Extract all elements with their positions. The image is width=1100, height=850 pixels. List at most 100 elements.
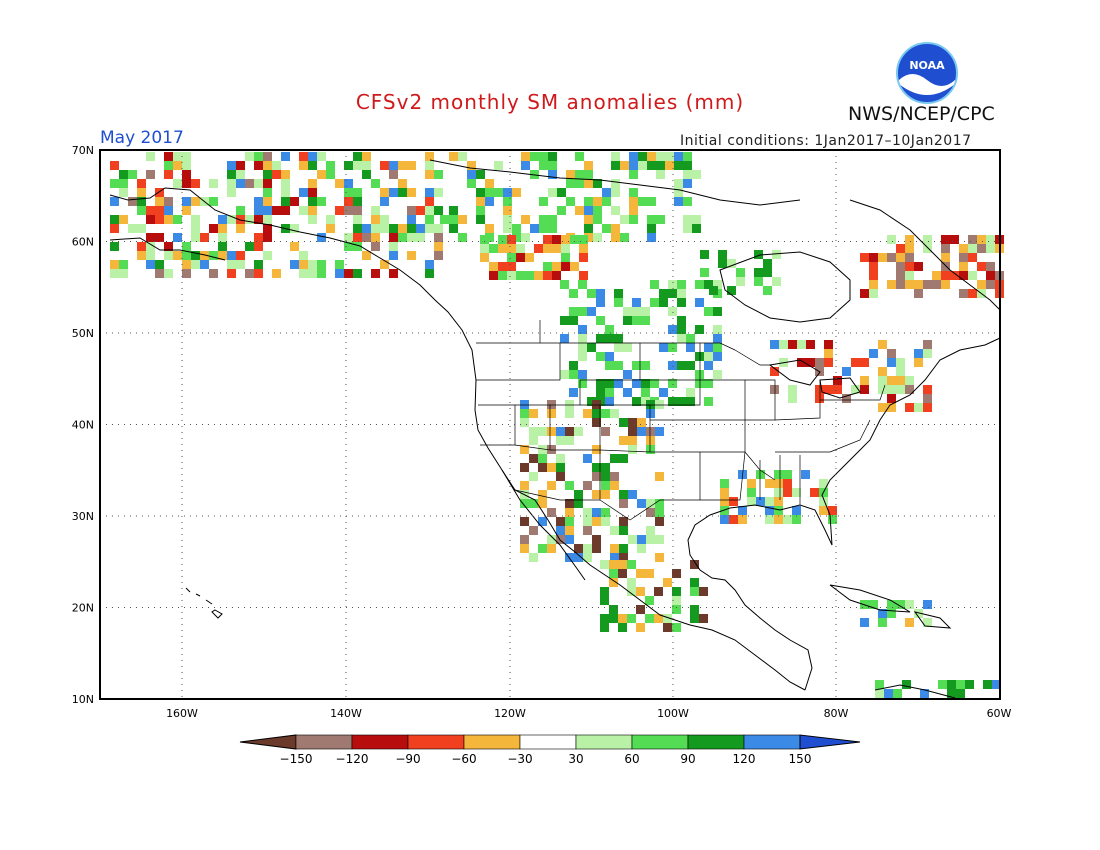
anomaly-cell [593, 206, 602, 215]
anomaly-cell [575, 179, 584, 188]
anomaly-cell [552, 271, 561, 280]
anomaly-cell [763, 286, 772, 295]
anomaly-cell [128, 224, 137, 233]
anomaly-cell [668, 343, 677, 352]
anomaly-cell [299, 251, 308, 260]
anomaly-cell [494, 161, 503, 170]
anomaly-cell [164, 242, 173, 251]
anomaly-cell [353, 188, 362, 197]
colorbar-swatch [631, 734, 689, 750]
anomaly-cell [605, 361, 614, 370]
anomaly-cell [905, 262, 914, 271]
anomaly-cell [587, 397, 596, 406]
anomaly-cell [824, 385, 833, 394]
anomaly-cell [646, 445, 655, 454]
anomaly-cell [869, 280, 878, 289]
anomaly-cell [592, 418, 601, 427]
anomaly-cell [584, 179, 593, 188]
map-frame [99, 149, 1001, 700]
anomaly-cell [605, 379, 614, 388]
latitude-labels: 70N 60N 50N 40N 30N 20N 10N [72, 144, 94, 706]
anomaly-cell [632, 379, 641, 388]
anomaly-cell [209, 224, 218, 233]
anomaly-cell [677, 289, 686, 298]
anomaly-cell [569, 370, 578, 379]
anomaly-cell [713, 352, 722, 361]
anomaly-cell [507, 244, 516, 253]
anomaly-cell [596, 316, 605, 325]
colorbar-swatch [519, 734, 577, 750]
anomaly-cell [398, 188, 407, 197]
colorbar-label: −60 [451, 752, 476, 766]
anomaly-cell [362, 170, 371, 179]
anomaly-cell [584, 161, 593, 170]
anomaly-cell [965, 680, 974, 689]
anomaly-cell [674, 152, 683, 161]
anomaly-cell [968, 271, 977, 280]
anomaly-cell [565, 481, 574, 490]
anomaly-cell [575, 206, 584, 215]
anomaly-cell [824, 358, 833, 367]
anomaly-cell [529, 553, 538, 562]
anomaly-cell [792, 515, 801, 524]
anomaly-cell [182, 161, 191, 170]
anomaly-cell [552, 262, 561, 271]
anomaly-cell [636, 569, 645, 578]
anomaly-cell [637, 427, 646, 436]
anomaly-cell [218, 233, 227, 242]
anomaly-cell [887, 349, 896, 358]
anomaly-cell [467, 161, 476, 170]
anomaly-cell [609, 605, 618, 614]
anomaly-cell [788, 340, 797, 349]
anomaly-cell [434, 206, 443, 215]
anomaly-cell [736, 268, 745, 277]
anomaly-cell [155, 197, 164, 206]
anomaly-cell [650, 280, 659, 289]
anomaly-cell [254, 206, 263, 215]
anomaly-cell [182, 152, 191, 161]
anomaly-cell [489, 271, 498, 280]
anomaly-cell [646, 508, 655, 517]
anomaly-cell [182, 251, 191, 260]
anomaly-cell [480, 244, 489, 253]
lon-label: 80W [824, 707, 849, 720]
anomaly-cell [860, 253, 869, 262]
anomaly-cell [317, 260, 326, 269]
anomaly-cell [636, 605, 645, 614]
anomaly-cell [389, 188, 398, 197]
anomaly-cell [736, 277, 745, 286]
anomaly-cell [164, 269, 173, 278]
anomaly-cell [263, 206, 272, 215]
colorbar-low-arrow [239, 734, 297, 750]
anomaly-cell [164, 251, 173, 260]
anomaly-cell [434, 224, 443, 233]
anomaly-cell [619, 553, 628, 562]
anomaly-cell [747, 479, 756, 488]
anomaly-cell [878, 253, 887, 262]
anomaly-cell [601, 472, 610, 481]
anomaly-cell [636, 587, 645, 596]
anomaly-cell [137, 179, 146, 188]
anomaly-cell [792, 506, 801, 515]
anomaly-cell [896, 280, 905, 289]
anomaly-cell [623, 343, 632, 352]
anomaly-cell [574, 544, 583, 553]
anomaly-cell [611, 224, 620, 233]
lat-label: 70N [72, 144, 94, 157]
anomaly-cell [434, 251, 443, 260]
anomaly-cell [164, 170, 173, 179]
anomaly-cell [569, 307, 578, 316]
colorbar-swatch [575, 734, 633, 750]
anomaly-cell [583, 454, 592, 463]
anomaly-cell [700, 250, 709, 259]
anomaly-cell [263, 170, 272, 179]
anomaly-cell [182, 269, 191, 278]
anomaly-cell [227, 215, 236, 224]
anomaly-cell [467, 179, 476, 188]
anomaly-cell [512, 224, 521, 233]
anomaly-cell [765, 515, 774, 524]
anomaly-cell [869, 600, 878, 609]
anomaly-cell [575, 170, 584, 179]
anomaly-cell [824, 340, 833, 349]
anomaly-cell [629, 206, 638, 215]
